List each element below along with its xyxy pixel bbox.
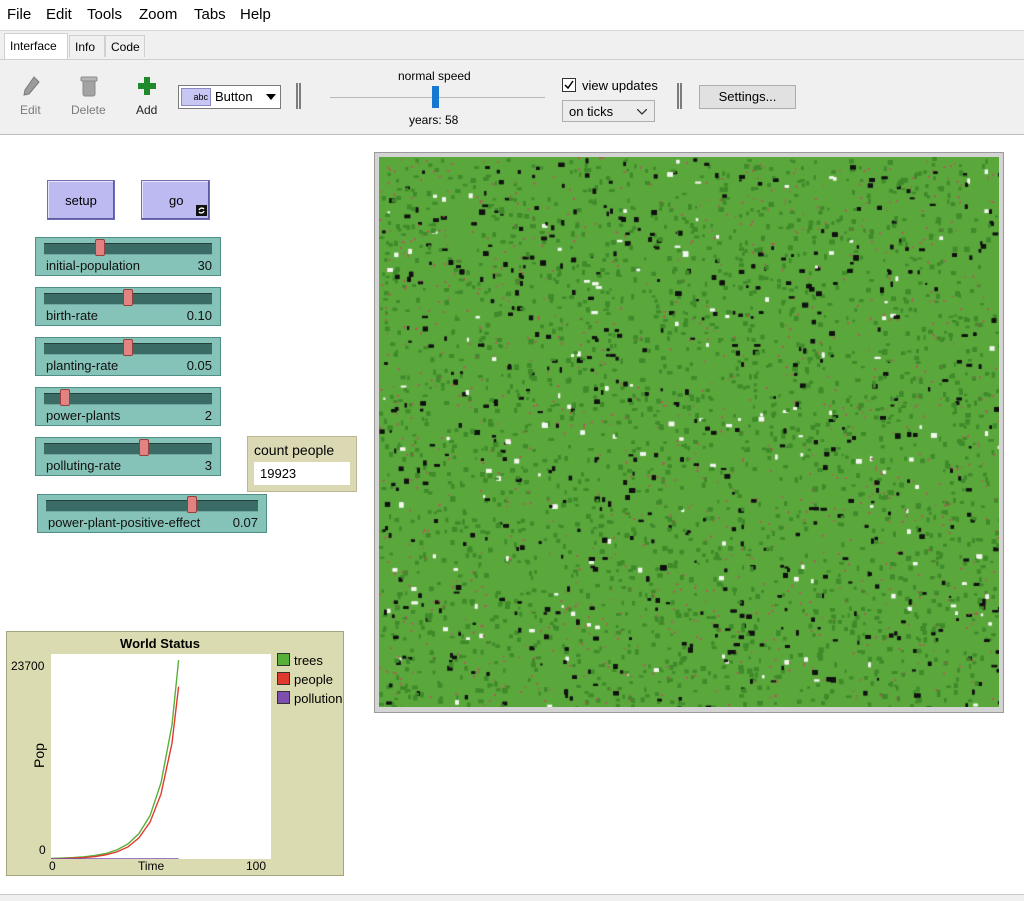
menu-help[interactable]: Help: [240, 6, 271, 23]
slider-thumb[interactable]: [123, 339, 133, 356]
slider-label: initial-population: [46, 258, 140, 273]
add-plus-icon[interactable]: [138, 77, 156, 95]
plot-background: [51, 654, 271, 859]
legend-label: pollution: [294, 691, 343, 706]
slider-thumb[interactable]: [94, 239, 105, 256]
chevron-down-icon: [266, 94, 276, 100]
tab-code[interactable]: Code: [105, 35, 145, 57]
slider-power-plants[interactable]: power-plants 2: [35, 387, 221, 426]
slider-value: 0.07: [232, 515, 258, 530]
legend-item: people: [277, 672, 333, 687]
tab-bar: Interface Info Code: [0, 31, 1024, 59]
pencil-icon[interactable]: [22, 76, 40, 98]
ticks-counter: years: 58: [409, 113, 459, 127]
slider-track[interactable]: [44, 243, 212, 255]
update-mode-value: on ticks: [569, 104, 614, 119]
legend-item: pollution: [277, 691, 342, 706]
menu-edit[interactable]: Edit: [46, 6, 72, 23]
go-button[interactable]: go: [141, 180, 210, 220]
menu-tabs[interactable]: Tabs: [194, 6, 226, 23]
forever-loop-icon: [196, 205, 207, 216]
delete-button[interactable]: Delete: [71, 103, 106, 117]
monitor-value: 19923: [254, 462, 350, 485]
slider-label: power-plant-positive-effect: [48, 515, 201, 530]
menu-file[interactable]: File: [7, 6, 32, 23]
plot-area: [51, 654, 271, 859]
command-center-edge: [0, 894, 1024, 901]
series-line-people: [51, 686, 180, 859]
legend-label: people: [294, 672, 334, 687]
plot-ymax-label: 23700: [11, 659, 45, 673]
slider-track[interactable]: [44, 393, 212, 405]
toolbar: Edit Delete Add abc Button normal speed …: [0, 59, 1024, 135]
slider-polluting-rate[interactable]: polluting-rate 3: [35, 437, 221, 476]
checkmark-icon: [564, 80, 574, 90]
slider-value: 0.10: [186, 308, 212, 323]
legend-swatch: [277, 653, 290, 666]
slider-label: planting-rate: [46, 358, 119, 373]
tab-info[interactable]: Info: [69, 35, 105, 57]
setup-button[interactable]: setup: [47, 180, 115, 220]
toolbar-separator: [677, 83, 682, 109]
legend-swatch: [277, 672, 290, 685]
world-canvas[interactable]: [379, 157, 999, 707]
button-widget-icon: abc: [181, 88, 211, 106]
speed-slider-thumb[interactable]: [432, 86, 439, 108]
trash-icon[interactable]: [80, 76, 98, 98]
toolbar-separator: [296, 83, 301, 109]
speed-label: normal speed: [398, 69, 471, 83]
tab-interface[interactable]: Interface: [4, 33, 68, 59]
slider-value: 0.05: [186, 358, 212, 373]
menubar: File Edit Tools Zoom Tabs Help: [0, 0, 1024, 31]
slider-label: power-plants: [46, 408, 121, 423]
plot-xlabel: Time: [138, 859, 165, 873]
widget-type-select[interactable]: abc Button: [178, 85, 281, 109]
go-button-label: go: [169, 193, 184, 208]
legend-label: trees: [294, 653, 323, 668]
plot-title: World Status: [120, 636, 200, 651]
legend-swatch: [277, 691, 290, 704]
slider-power-plant-positive-effect[interactable]: power-plant-positive-effect 0.07: [37, 494, 267, 533]
legend-item: trees: [277, 653, 323, 668]
plot-ylabel: Pop: [31, 743, 47, 768]
slider-value: 30: [197, 258, 212, 273]
monitor-label: count people: [254, 442, 335, 458]
chevron-down-icon: [637, 109, 647, 115]
slider-label: birth-rate: [46, 308, 99, 323]
count-people-monitor: count people 19923: [247, 436, 357, 492]
edit-button[interactable]: Edit: [20, 103, 41, 117]
slider-track[interactable]: [46, 500, 258, 512]
plot-xmin-label: 0: [49, 859, 56, 873]
view-updates-checkbox[interactable]: [562, 78, 576, 92]
slider-thumb[interactable]: [138, 439, 149, 456]
slider-track[interactable]: [44, 443, 212, 455]
slider-value: 2: [204, 408, 212, 423]
widget-type-value: Button: [215, 89, 253, 104]
slider-value: 3: [204, 458, 212, 473]
settings-button[interactable]: Settings...: [699, 85, 796, 109]
slider-initial-population[interactable]: initial-population 30: [35, 237, 221, 276]
menu-zoom[interactable]: Zoom: [139, 6, 178, 23]
world-status-plot: World Status 23700 0 Pop 0 Time 100 tree…: [6, 631, 344, 876]
update-mode-select[interactable]: on ticks: [562, 100, 655, 122]
slider-birth-rate[interactable]: birth-rate 0.10: [35, 287, 221, 326]
view-updates-label: view updates: [582, 78, 658, 93]
world-view[interactable]: [374, 152, 1004, 713]
slider-planting-rate[interactable]: planting-rate 0.05: [35, 337, 221, 376]
menu-tools[interactable]: Tools: [87, 6, 123, 23]
plot-xmax-label: 100: [246, 859, 267, 873]
slider-thumb[interactable]: [123, 289, 133, 306]
slider-thumb[interactable]: [59, 389, 70, 406]
slider-thumb[interactable]: [187, 496, 198, 513]
slider-label: polluting-rate: [46, 458, 122, 473]
plot-ymin-label: 0: [39, 843, 46, 857]
add-button[interactable]: Add: [136, 103, 158, 117]
